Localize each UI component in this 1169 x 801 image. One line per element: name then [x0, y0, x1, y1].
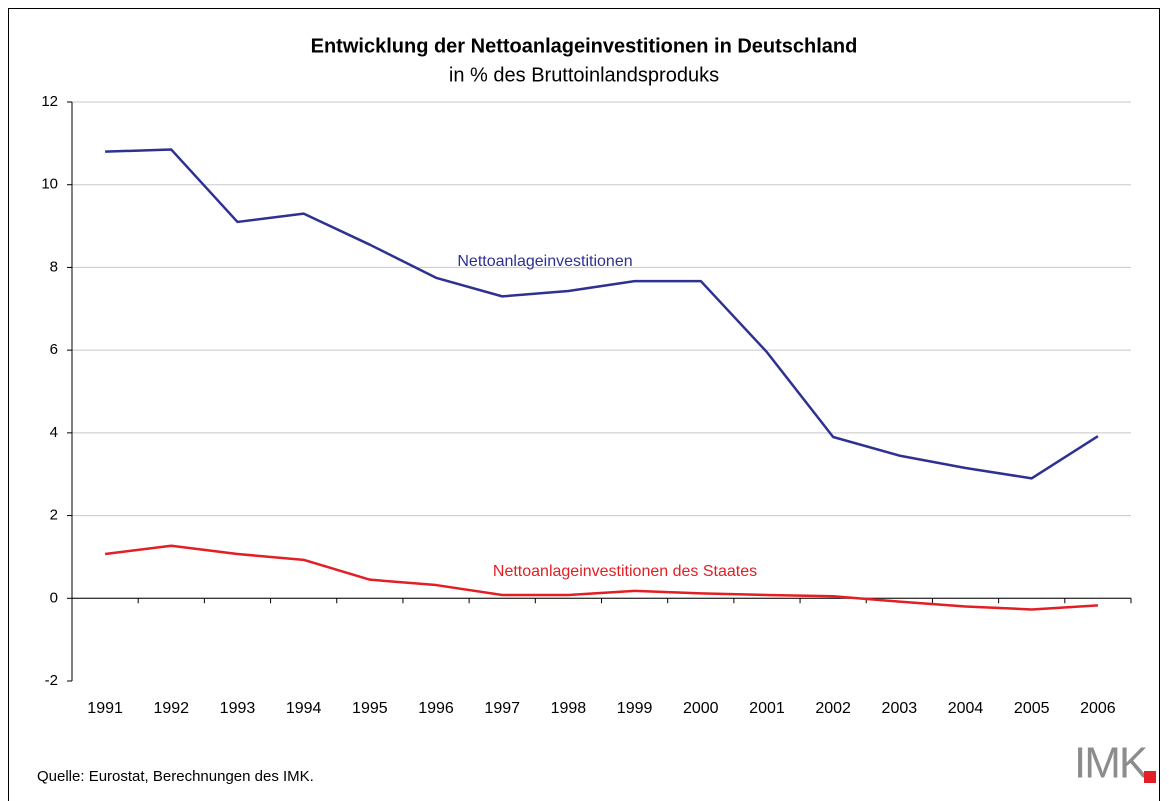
x-tick-label: 2003	[882, 700, 918, 717]
y-tick-label: 4	[50, 424, 58, 441]
x-tick-label: 1992	[153, 700, 189, 717]
frame	[8, 8, 1160, 801]
x-tick-label: 2005	[1014, 700, 1050, 717]
chart-title: Entwicklung der Nettoanlageinvestitionen…	[311, 35, 858, 57]
logo-square	[1144, 771, 1156, 783]
y-tick-label: 8	[50, 258, 58, 275]
x-tick-label: 1998	[551, 700, 587, 717]
y-tick-label: 12	[41, 93, 58, 110]
y-tick-label: 6	[50, 341, 58, 358]
y-tick-label: 10	[41, 176, 58, 193]
x-tick-label: 2002	[815, 700, 851, 717]
x-tick-label: 1997	[484, 700, 520, 717]
y-tick-label: -2	[45, 672, 58, 689]
logo: IMK	[1074, 739, 1148, 788]
series-line	[105, 148, 1099, 480]
x-tick-label: 1996	[418, 700, 454, 717]
x-tick-label: 1991	[87, 700, 123, 717]
y-tick-label: 0	[50, 589, 58, 606]
chart-subtitle: in % des Bruttoinlandsproduks	[449, 64, 719, 86]
series-label: Nettoanlageinvestitionen	[457, 253, 632, 270]
series-line	[104, 544, 1098, 611]
x-tick-label: 2001	[749, 700, 785, 717]
x-tick-label: 2006	[1080, 700, 1116, 717]
series-label: Nettoanlageinvestitionen des Staates	[493, 563, 757, 580]
x-tick-label: 1994	[286, 700, 322, 717]
y-tick-label: 2	[50, 507, 58, 524]
source-note: Quelle: Eurostat, Berechnungen des IMK.	[37, 768, 314, 785]
x-tick-label: 2000	[683, 700, 719, 717]
x-tick-label: 1999	[617, 700, 653, 717]
x-tick-label: 1993	[220, 700, 256, 717]
x-tick-label: 2004	[948, 700, 984, 717]
x-tick-label: 1995	[352, 700, 388, 717]
